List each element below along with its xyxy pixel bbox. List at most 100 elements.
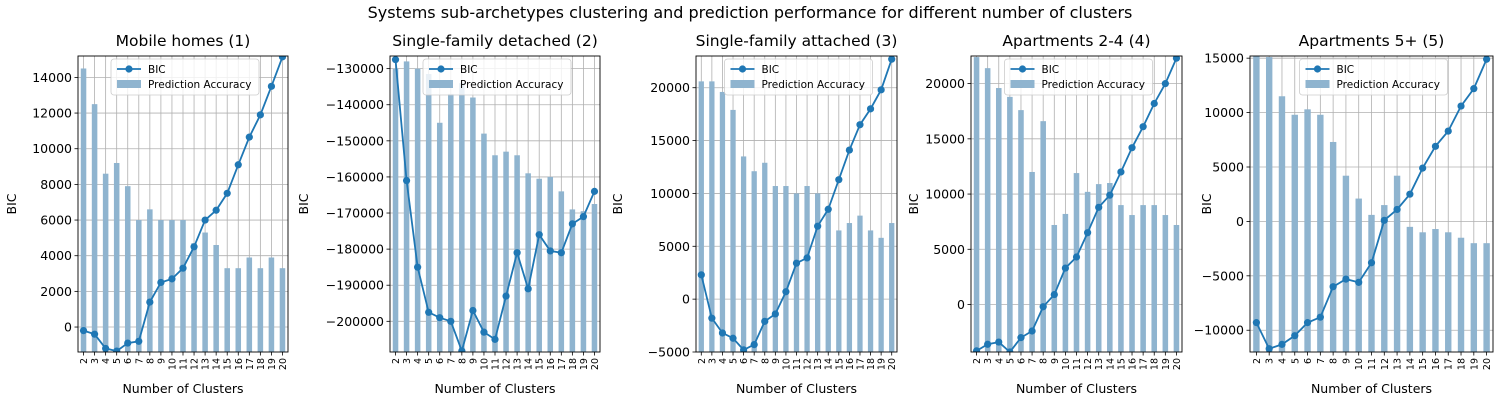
x-tick-label: 15 [834, 358, 845, 370]
y-tick-label: 15000 [1204, 51, 1244, 66]
x-tick-label: 20 [887, 358, 898, 370]
subplot-title: Apartments 5+ (5) [1299, 32, 1445, 50]
x-tick-label: 11 [1072, 358, 1083, 370]
bic-point [79, 327, 88, 335]
bic-point [1039, 303, 1047, 311]
x-tick-label: 11 [491, 358, 502, 370]
x-tick-label: 5 [112, 358, 123, 364]
bic-point [113, 347, 121, 352]
bar [1107, 183, 1113, 352]
bar [1278, 96, 1286, 352]
x-tick-label: 15 [223, 358, 234, 370]
bic-point [803, 254, 811, 262]
bic-point [1050, 290, 1058, 299]
bar [1419, 232, 1426, 352]
x-tick-label: 3 [983, 358, 994, 364]
bic-point [590, 187, 599, 195]
bic-point [708, 314, 716, 322]
y-axis-label: BIC [1199, 193, 1214, 214]
bar [804, 186, 810, 352]
bar [80, 68, 87, 352]
x-tick-label: 20 [590, 358, 601, 370]
line-series [1252, 56, 1491, 352]
bar [591, 204, 598, 352]
bic-point [824, 205, 832, 213]
x-tick-label: 12 [502, 358, 513, 370]
y-tick-label: −5000 [1202, 268, 1244, 283]
bic-point [256, 111, 264, 119]
x-axis-label: Number of Clusters [1311, 381, 1432, 396]
bar [1095, 184, 1102, 352]
subplot-title: Single-family attached (3) [696, 32, 898, 50]
bar [136, 220, 142, 352]
bic-point [402, 176, 411, 185]
bic-point [557, 249, 565, 257]
x-tick-label: 4 [718, 358, 729, 364]
bic-point [124, 339, 132, 347]
y-tick-label: 2000 [40, 284, 72, 299]
bic-point [267, 82, 276, 90]
bic-point [1084, 229, 1092, 237]
y-tick-label: 20000 [925, 76, 965, 91]
y-tick-label: −150000 [326, 133, 384, 148]
legend-label-bic: BIC [762, 64, 780, 76]
bar [1162, 215, 1169, 352]
subplot-5: 2 3 4 5 6 7 8 9 10 11 12 13 14 15 16 17 18 19 20 −10000 −500… [1194, 32, 1494, 396]
x-tick-label: 11 [792, 358, 803, 370]
x-tick-label: 6 [123, 358, 134, 364]
bar [124, 186, 131, 352]
x-tick-label: 8 [145, 358, 156, 364]
bic-point [984, 340, 992, 348]
x-tick-label: 17 [1444, 358, 1455, 370]
x-tick-label: 19 [1469, 358, 1480, 370]
bar [1118, 205, 1124, 352]
x-tick-label: 10 [1061, 358, 1072, 370]
bar [1253, 56, 1260, 352]
bar [1029, 171, 1035, 352]
legend: BIC Prediction Accuracy [110, 58, 260, 96]
x-tick-label: 17 [1139, 358, 1150, 370]
y-tick-label: 4000 [40, 248, 72, 263]
bic-point [1380, 216, 1388, 224]
bar [525, 173, 531, 352]
y-tick-label: −10000 [1194, 323, 1244, 338]
bic-point [1017, 334, 1025, 342]
bic-point [90, 330, 99, 338]
x-tick-label: 4 [1277, 358, 1288, 364]
bic-point [212, 206, 220, 214]
x-tick-label: 9 [156, 358, 167, 364]
bic-point [995, 338, 1003, 346]
legend-marker [125, 65, 133, 73]
bar [1151, 205, 1158, 352]
y-tick-label: −190000 [326, 278, 384, 293]
legend-box [110, 58, 260, 96]
bic-point [740, 346, 748, 352]
bic-point [782, 288, 790, 296]
bic-point [102, 344, 110, 352]
bic-point [447, 317, 455, 325]
bic-point [1265, 345, 1273, 352]
x-axis-label: Number of Clusters [1016, 381, 1137, 396]
bar [1040, 121, 1046, 352]
y-tick-label: 12000 [32, 106, 72, 121]
legend-label-accuracy: Prediction Accuracy [148, 79, 251, 91]
bic-point [877, 86, 885, 94]
figure-title: Systems sub-archetypes clustering and pr… [368, 3, 1133, 22]
x-tick-label: 8 [1329, 358, 1340, 364]
bic-point [1419, 164, 1427, 172]
x-tick-label: 8 [760, 358, 771, 364]
x-tick-label: 12 [1380, 358, 1391, 370]
bic-point [1117, 168, 1125, 176]
bic-point [1367, 259, 1376, 267]
bar [762, 162, 768, 352]
x-tick-label: 14 [524, 358, 535, 370]
bar [425, 74, 432, 352]
x-tick-label: 2 [1252, 358, 1263, 364]
legend-box [1004, 58, 1153, 96]
bic-point [750, 341, 758, 349]
bar [973, 57, 980, 352]
bic-point [278, 56, 287, 61]
subplot-1: 2 3 4 5 6 7 8 9 10 11 12 13 14 15 16 17 18 19 20 0 2000 4000 6… [4, 32, 289, 396]
bar [202, 232, 208, 352]
x-tick-label: 10 [479, 358, 490, 370]
